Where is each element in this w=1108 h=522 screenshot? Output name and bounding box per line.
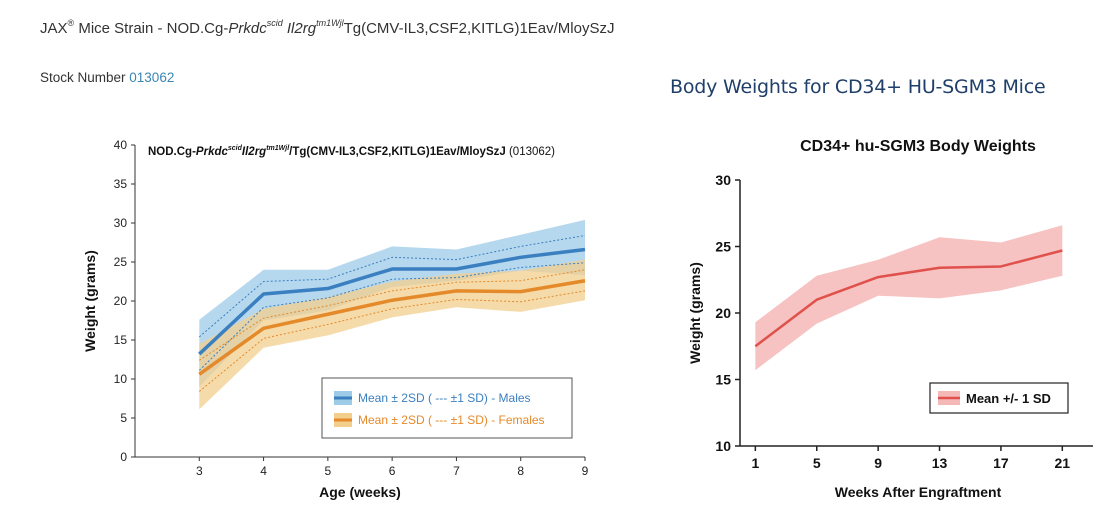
page-title: JAX® Mice Strain - NOD.Cg-Prkdcscid Il2r… [40,18,615,37]
gene-il2rg-allele: tm1Wjl [316,18,344,28]
x-tick-label: 13 [932,455,948,471]
y-tick-label: 35 [114,177,128,191]
title-part: /Tg(CMV-IL3,CSF2,KITLG)1Eav/MloySzJ [289,146,506,158]
y-tick-label: 10 [114,372,128,386]
x-tick-label: 6 [389,464,396,478]
legend-label: Mean +/- 1 SD [966,391,1051,406]
male-mean-line [198,247,586,356]
title-gene-prkdc-allele: scid [228,145,243,152]
male-upper-1sd-line [198,234,586,338]
x-axis-label: Weeks After Engraftment [835,484,1002,500]
chart-title: NOD.Cg-PrkdcscidIl2rgtm1Wjl/Tg(CMV-IL3,C… [148,145,555,158]
y-tick-label: 30 [715,172,731,188]
y-tick-label: 40 [114,138,128,152]
gene-il2rg: Il2rg [282,20,317,37]
x-tick-label: 8 [517,464,524,478]
x-axis-label: Age (weeks) [319,484,401,500]
y-tick-label: 10 [715,438,731,454]
gene-prkdc: Prkdc [228,20,267,37]
age-weight-chart: 0 5 10 15 20 25 30 35 40 3 4 5 6 7 8 9 Age (weeks) Weight… [82,138,589,500]
title-part: NOD.Cg- [148,146,196,158]
x-tick-label: 5 [325,464,332,478]
y-tick-label: 25 [715,239,731,255]
y-tick-label: 25 [114,255,128,269]
y-tick-label: 20 [715,305,731,321]
title-gene-prkdc: Prkdc [196,146,229,158]
female-lower-1sd-line [198,290,586,392]
y-tick-label: 15 [715,372,731,388]
y-axis-label: Weight (grams) [687,262,703,364]
sd-band [755,225,1063,371]
registered-mark: ® [67,18,75,28]
stock-number-row: Stock Number 013062 [40,70,174,85]
female-2sd-band [199,259,586,410]
strain-suffix: Tg(CMV-IL3,CSF2,KITLG)1Eav/MloySzJ [343,20,615,37]
x-tick-label: 5 [813,455,821,471]
x-tick-label: 9 [582,464,589,478]
x-tick-label: 7 [453,464,460,478]
y-tick-label: 5 [120,411,127,425]
y-tick-label: 20 [114,294,128,308]
title-stock: (013062) [506,146,555,158]
female-upper-1sd-line [199,269,586,361]
legend-box [929,382,1069,414]
y-tick-label: 0 [120,450,127,464]
brand-name: JAX [40,20,68,37]
female-mean-line [198,278,586,376]
chart-title: CD34+ hu-SGM3 Body Weights [800,138,1036,155]
legend-box [321,377,573,439]
x-tick-label: 17 [993,455,1009,471]
y-tick-label: 15 [114,333,128,347]
body-weights-heading: Body Weights for CD34+ HU-SGM3 Mice [670,76,1046,98]
x-tick-label: 9 [874,455,882,471]
x-tick-label: 1 [751,455,759,471]
gene-prkdc-allele: scid [266,18,283,28]
y-tick-label: 30 [114,216,128,230]
title-gene-il2rg-allele: tm1Wjl [266,145,290,152]
y-axis-label: Weight (grams) [82,250,98,352]
strain-prefix: Mice Strain - NOD.Cg- [74,20,229,37]
x-tick-label: 3 [196,464,203,478]
x-tick-label: 4 [260,464,267,478]
x-tick-label: 21 [1055,455,1071,471]
stock-number-label: Stock Number [40,70,130,85]
stock-number-link[interactable]: 013062 [129,70,175,85]
male-legend-label: Mean ± 2SD ( --- ±1 SD) - Males [358,391,531,405]
title-gene-il2rg: Il2rg [242,146,266,158]
mean-line [754,249,1063,348]
female-legend-label: Mean ± 2SD ( --- ±1 SD) - Females [358,413,545,427]
